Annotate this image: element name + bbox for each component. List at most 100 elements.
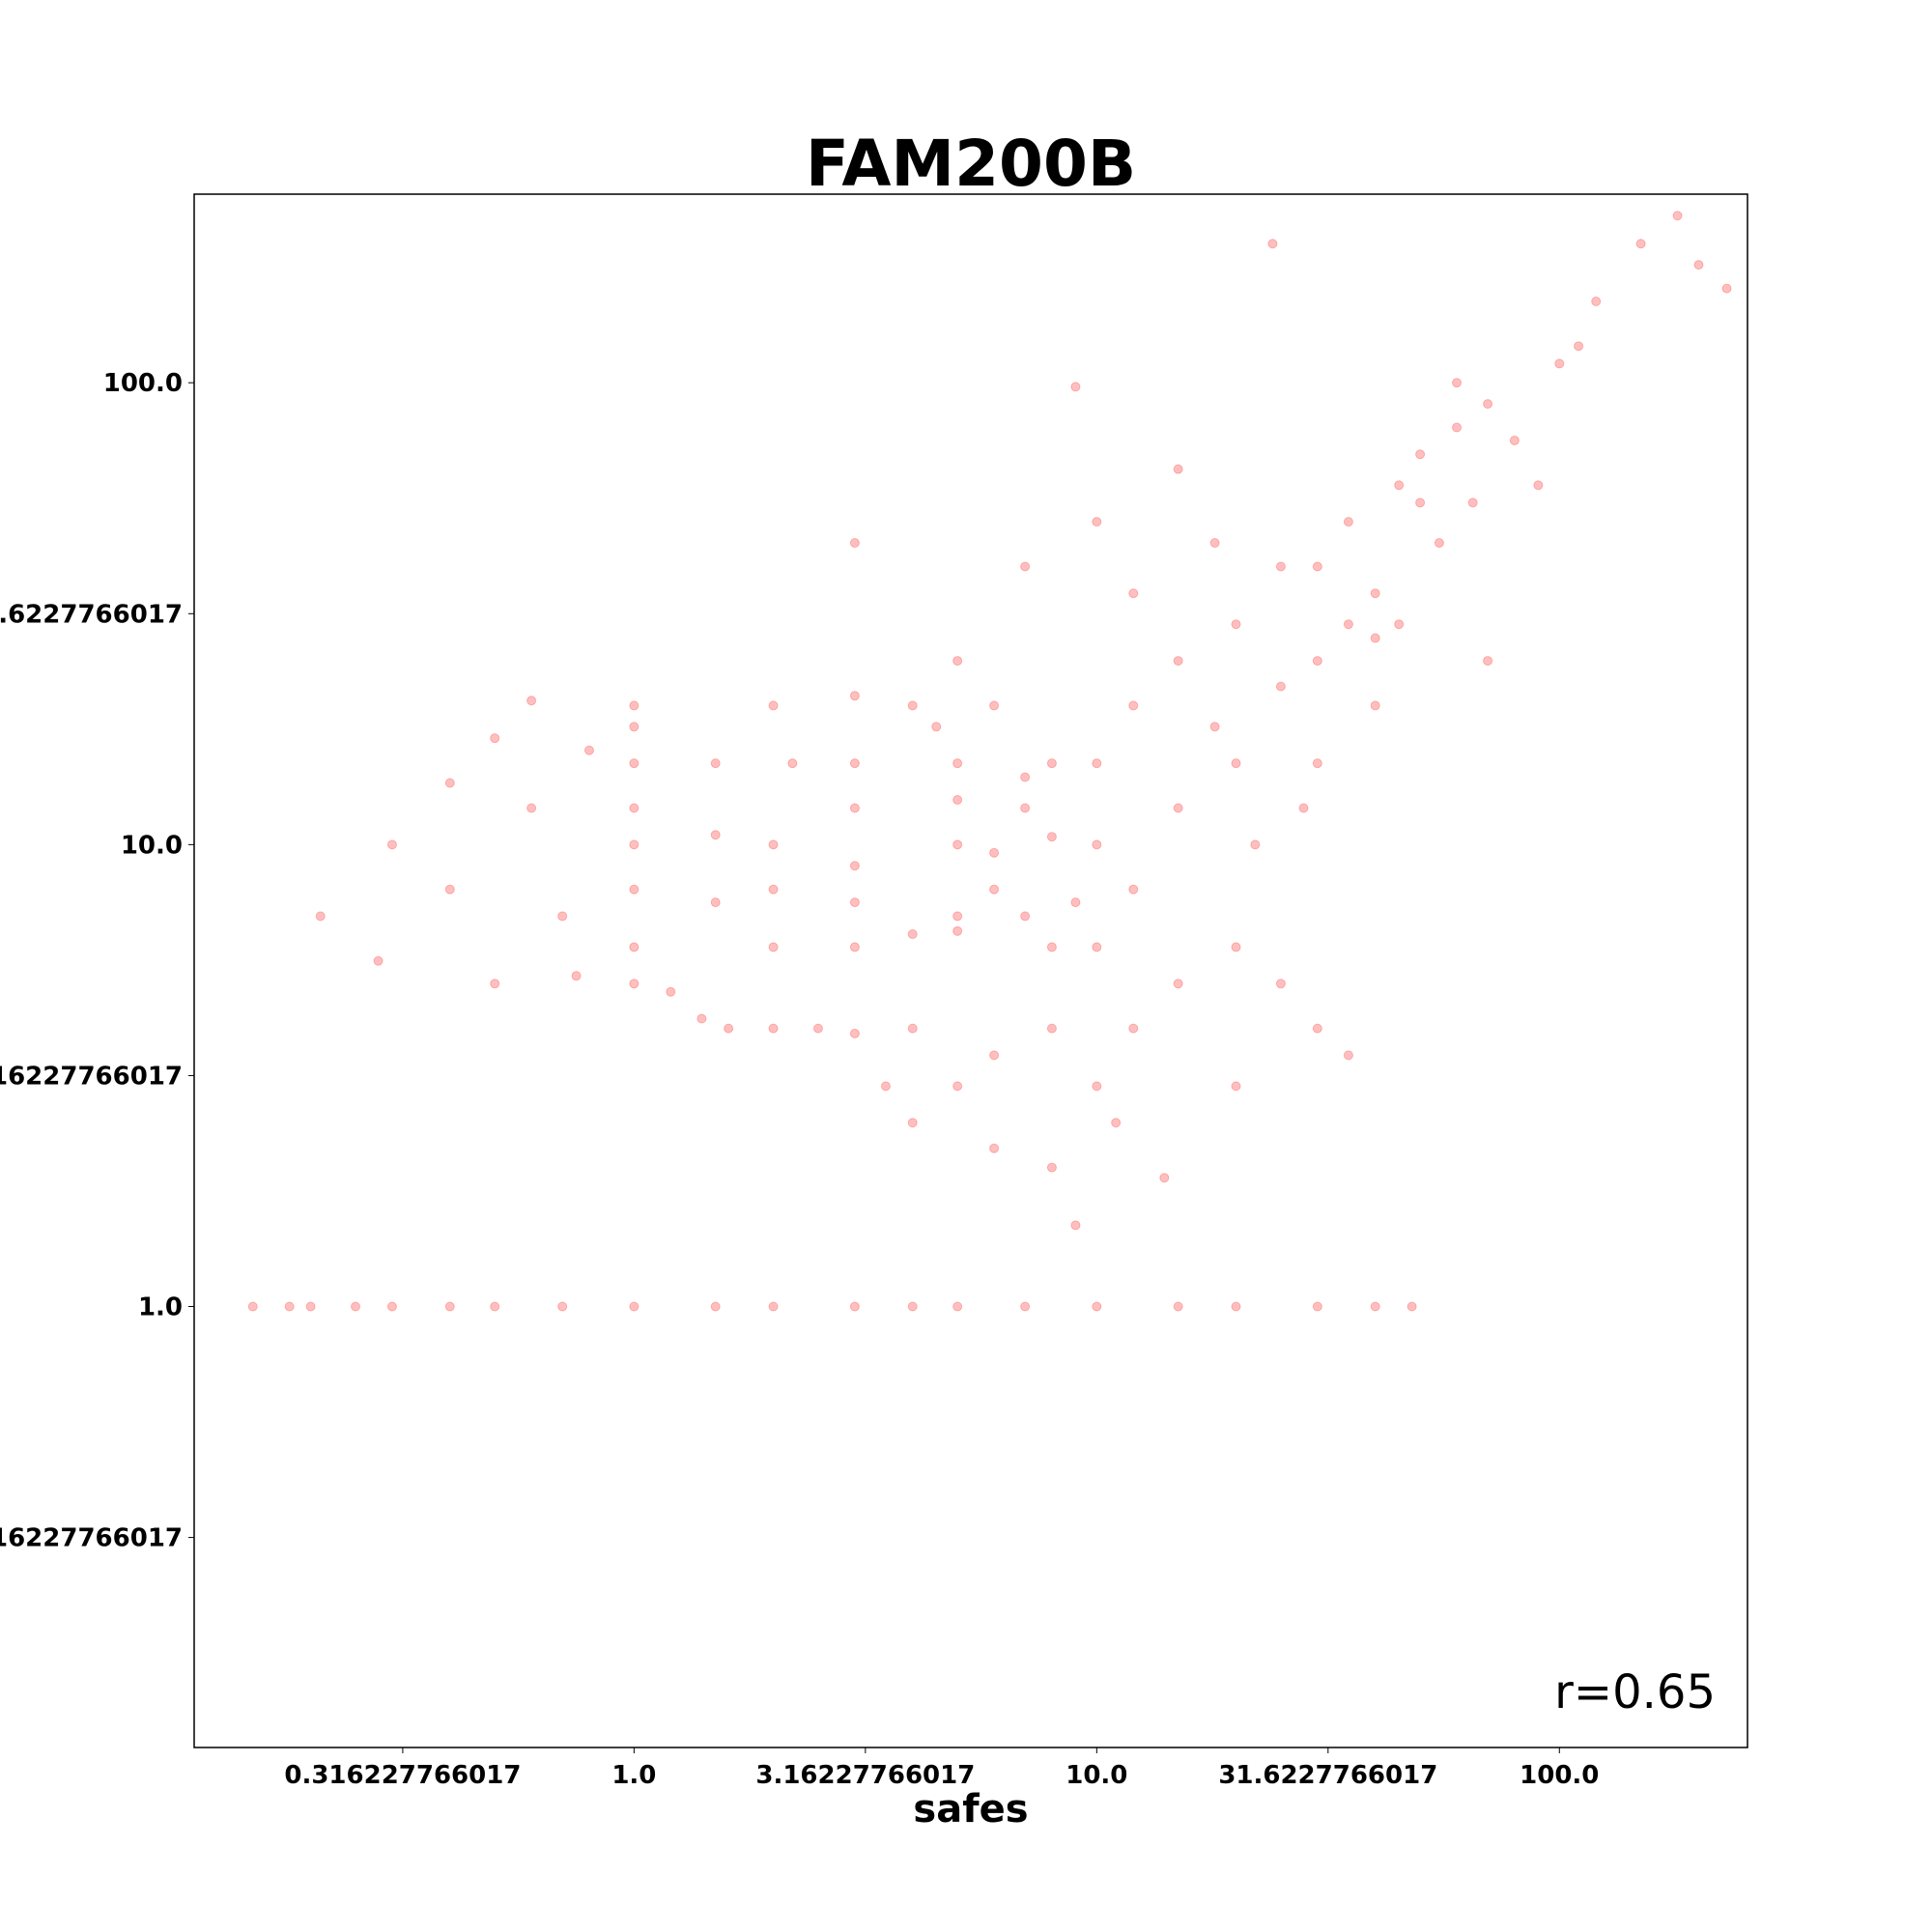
data-point	[1092, 517, 1102, 527]
data-point	[1046, 758, 1057, 769]
data-point	[1111, 1118, 1122, 1128]
data-point	[1267, 239, 1278, 249]
data-point	[849, 897, 860, 908]
data-point	[812, 1023, 823, 1034]
data-point	[952, 1301, 963, 1312]
data-point	[710, 897, 721, 908]
data-point	[1370, 588, 1380, 599]
data-point	[710, 758, 721, 769]
data-point	[373, 955, 384, 966]
data-point	[696, 1013, 707, 1024]
data-point	[583, 745, 594, 755]
data-point	[1343, 517, 1353, 527]
data-point	[1635, 239, 1646, 249]
data-point	[1434, 538, 1444, 549]
data-point	[557, 911, 568, 922]
data-point	[1020, 772, 1031, 782]
data-point	[386, 839, 397, 850]
data-point	[1070, 1220, 1081, 1231]
chart-title: FAM200B	[806, 127, 1136, 201]
data-point	[1128, 588, 1139, 599]
data-point	[768, 1301, 779, 1312]
y-tick-label: 10.0	[121, 831, 183, 860]
correlation-annotation: r=0.65	[1554, 1665, 1716, 1719]
data-point	[952, 656, 963, 667]
data-point	[1128, 884, 1139, 895]
data-point	[1275, 979, 1286, 989]
data-point	[1231, 1081, 1241, 1092]
data-point	[1092, 758, 1102, 769]
data-point	[1721, 283, 1732, 294]
data-point	[1312, 1023, 1322, 1034]
data-point	[557, 1301, 568, 1312]
y-tick-label: 31.6227766017	[0, 600, 183, 629]
data-point	[305, 1301, 316, 1312]
data-point	[1370, 700, 1380, 711]
data-point	[907, 929, 918, 940]
data-point	[629, 758, 639, 769]
x-axis-label: safes	[913, 1787, 1028, 1832]
data-point	[787, 758, 798, 769]
data-point	[1250, 839, 1261, 850]
data-point	[1574, 341, 1584, 352]
data-point	[1231, 942, 1241, 952]
data-point	[768, 700, 779, 711]
data-point	[1046, 1023, 1057, 1034]
data-point	[1343, 619, 1353, 630]
data-point	[1231, 1301, 1241, 1312]
data-point	[1128, 1023, 1139, 1034]
x-tick-label: 31.6227766017	[1218, 1761, 1437, 1790]
data-point	[444, 1301, 455, 1312]
data-point	[952, 911, 963, 922]
data-point	[989, 847, 1000, 858]
data-point	[629, 1301, 639, 1312]
data-point	[849, 1028, 860, 1038]
data-point	[1231, 758, 1241, 769]
data-point	[952, 925, 963, 936]
data-point	[849, 758, 860, 769]
data-point	[386, 1301, 397, 1312]
data-point	[444, 778, 455, 788]
data-point	[1483, 656, 1493, 667]
data-point	[952, 839, 963, 850]
data-point	[907, 1301, 918, 1312]
data-point	[1452, 422, 1463, 433]
x-tick-label: 0.316227766017	[284, 1761, 521, 1790]
data-point	[1452, 378, 1463, 388]
data-point	[1415, 497, 1426, 508]
data-point	[1415, 449, 1426, 460]
data-point	[490, 733, 500, 744]
data-point	[1173, 464, 1183, 474]
data-point	[1343, 1050, 1353, 1061]
data-point	[1693, 260, 1704, 270]
data-point	[1128, 700, 1139, 711]
data-point	[849, 1301, 860, 1312]
data-point	[1370, 633, 1380, 643]
data-point	[1020, 911, 1031, 922]
data-point	[1591, 297, 1602, 307]
data-point	[490, 1301, 500, 1312]
data-point	[1509, 435, 1520, 445]
x-tick-label: 3.16227766017	[755, 1761, 975, 1790]
data-point	[1672, 211, 1683, 221]
data-point	[1020, 561, 1031, 572]
y-tick-label: 1.0	[138, 1293, 183, 1322]
data-point	[1046, 1162, 1057, 1173]
data-point	[1092, 942, 1102, 952]
data-point	[1070, 382, 1081, 392]
data-point	[629, 979, 639, 989]
x-tick-label: 1.0	[611, 1761, 656, 1790]
data-point	[666, 986, 676, 997]
data-point	[1231, 619, 1241, 630]
data-point	[571, 971, 582, 981]
data-point	[952, 795, 963, 806]
data-point	[1020, 1301, 1031, 1312]
data-point	[629, 722, 639, 732]
data-point	[1159, 1173, 1170, 1183]
data-point	[247, 1301, 258, 1312]
data-point	[1092, 839, 1102, 850]
data-point	[1173, 656, 1183, 667]
data-point	[710, 1301, 721, 1312]
data-point	[1406, 1301, 1417, 1312]
